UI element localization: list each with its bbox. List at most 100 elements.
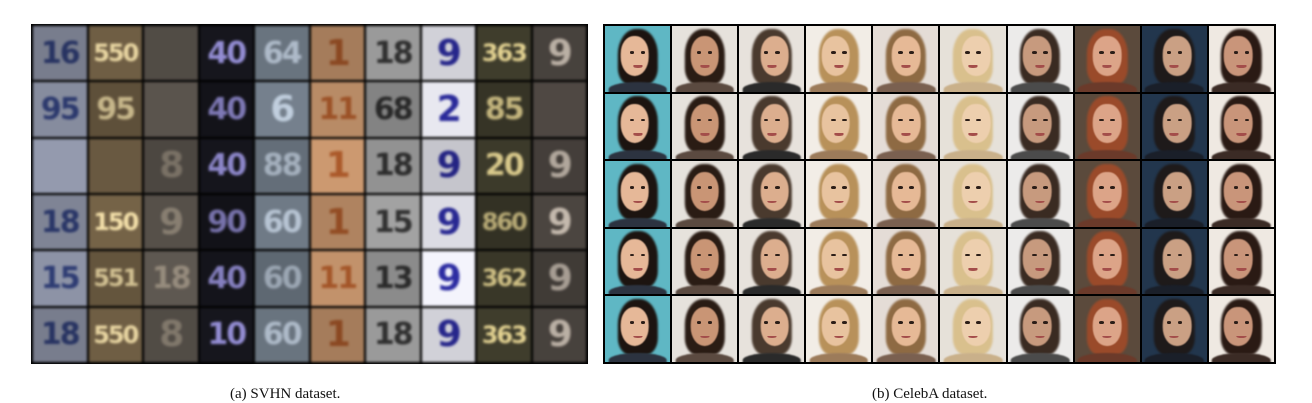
celeba-sample-tile bbox=[940, 161, 1006, 227]
mouth-shape bbox=[1035, 200, 1045, 204]
face-shape bbox=[1224, 36, 1253, 76]
shoulders-shape bbox=[876, 285, 936, 295]
mouth-shape bbox=[767, 335, 777, 339]
svhn-sample-tile: 95 bbox=[88, 82, 142, 137]
eye-shape bbox=[831, 186, 836, 189]
eye-shape bbox=[640, 50, 646, 54]
eye-shape bbox=[1099, 253, 1104, 257]
mouth-shape bbox=[1102, 268, 1112, 271]
face-shape bbox=[1022, 171, 1052, 212]
svhn-sample-tile: 11 bbox=[310, 82, 364, 137]
face-shape bbox=[821, 239, 851, 279]
celeba-sample-tile bbox=[739, 296, 805, 362]
celeba-sample-tile bbox=[1074, 26, 1140, 92]
eye-shape bbox=[1043, 321, 1048, 324]
shoulders-shape bbox=[608, 150, 667, 160]
mouth-shape bbox=[700, 65, 710, 68]
eye-shape bbox=[707, 186, 713, 189]
eye-shape bbox=[1099, 50, 1104, 54]
eye-shape bbox=[831, 118, 836, 122]
face-shape bbox=[961, 104, 991, 144]
svhn-sample-tile: 9 bbox=[421, 26, 475, 81]
shoulders-shape bbox=[1010, 352, 1070, 362]
mouth-shape bbox=[767, 268, 777, 271]
eye-shape bbox=[774, 321, 780, 324]
eye-shape bbox=[1177, 321, 1183, 324]
face-shape bbox=[891, 36, 921, 76]
face-shape bbox=[760, 239, 790, 279]
svhn-sample-tile: 11 bbox=[310, 251, 364, 306]
eye-shape bbox=[842, 118, 847, 122]
svhn-sample-tile: 551 bbox=[88, 251, 142, 306]
face-shape bbox=[961, 36, 991, 76]
celeba-sample-tile bbox=[605, 296, 671, 362]
eye-shape bbox=[831, 253, 836, 257]
eye-shape bbox=[640, 118, 646, 122]
eye-shape bbox=[640, 186, 646, 189]
face-shape bbox=[821, 104, 851, 144]
eye-shape bbox=[696, 321, 702, 324]
eye-shape bbox=[1177, 186, 1183, 189]
celeba-sample-tile bbox=[1007, 228, 1073, 295]
face-shape bbox=[1092, 171, 1122, 212]
shoulders-shape bbox=[1010, 82, 1070, 92]
shoulders-shape bbox=[742, 150, 802, 160]
mouth-shape bbox=[901, 200, 911, 204]
mouth-shape bbox=[1169, 132, 1179, 136]
svhn-sample-tile: 9 bbox=[144, 194, 198, 250]
eye-shape bbox=[965, 253, 970, 257]
mouth-shape bbox=[834, 132, 844, 136]
face-shape bbox=[690, 104, 719, 144]
celeba-sample-tile bbox=[739, 93, 805, 160]
eye-shape bbox=[909, 186, 914, 189]
eye-shape bbox=[1244, 321, 1250, 324]
celeba-sample-tile bbox=[1141, 161, 1207, 227]
eye-shape bbox=[629, 253, 635, 257]
shoulders-shape bbox=[675, 150, 734, 160]
shoulders-shape bbox=[1077, 82, 1137, 92]
eye-shape bbox=[1099, 321, 1104, 324]
face-shape bbox=[690, 36, 719, 76]
shoulders-shape bbox=[1212, 82, 1271, 92]
face-shape bbox=[690, 306, 719, 347]
svhn-image-grid: 16 550 40 64 1 18 9 363 9 95 95 40 6 11 68 2 85 8 40 88 1 18 9… bbox=[31, 24, 588, 364]
eye-shape bbox=[842, 50, 847, 54]
svhn-sample-tile: 150 bbox=[88, 194, 142, 250]
face-shape bbox=[1092, 104, 1122, 144]
svhn-sample-tile: 9 bbox=[532, 251, 586, 306]
face-shape bbox=[1022, 104, 1052, 144]
eye-shape bbox=[696, 253, 702, 257]
mouth-shape bbox=[968, 65, 978, 68]
celeba-sample-tile bbox=[1208, 228, 1274, 295]
shoulders-shape bbox=[608, 352, 667, 362]
svhn-sample-tile: 16 bbox=[33, 26, 87, 81]
shoulders-shape bbox=[809, 217, 869, 227]
eye-shape bbox=[842, 186, 847, 189]
eye-shape bbox=[965, 186, 970, 189]
mouth-shape bbox=[1169, 268, 1179, 271]
shoulders-shape bbox=[1145, 150, 1204, 160]
celeba-sample-tile bbox=[873, 26, 939, 92]
shoulders-shape bbox=[675, 285, 734, 295]
face-shape bbox=[891, 306, 921, 347]
shoulders-shape bbox=[809, 352, 869, 362]
svhn-sample-tile: 9 bbox=[532, 138, 586, 193]
face-shape bbox=[620, 36, 649, 76]
eye-shape bbox=[774, 118, 780, 122]
face-shape bbox=[891, 239, 921, 279]
svhn-sample-tile: 9 bbox=[421, 194, 475, 250]
svhn-sample-tile: 60 bbox=[255, 194, 309, 250]
face-shape bbox=[760, 36, 790, 76]
mouth-shape bbox=[1236, 335, 1246, 339]
svhn-sample-tile: 9 bbox=[532, 194, 586, 250]
mouth-shape bbox=[1169, 65, 1179, 68]
svhn-sample-tile bbox=[532, 82, 586, 137]
eye-shape bbox=[1032, 118, 1037, 122]
eye-shape bbox=[1032, 50, 1037, 54]
svhn-sample-tile: 9 bbox=[421, 138, 475, 193]
eye-shape bbox=[1233, 253, 1239, 257]
celeba-sample-tile bbox=[672, 228, 738, 295]
eye-shape bbox=[1233, 186, 1239, 189]
celeba-sample-tile bbox=[672, 26, 738, 92]
eye-shape bbox=[976, 253, 981, 257]
